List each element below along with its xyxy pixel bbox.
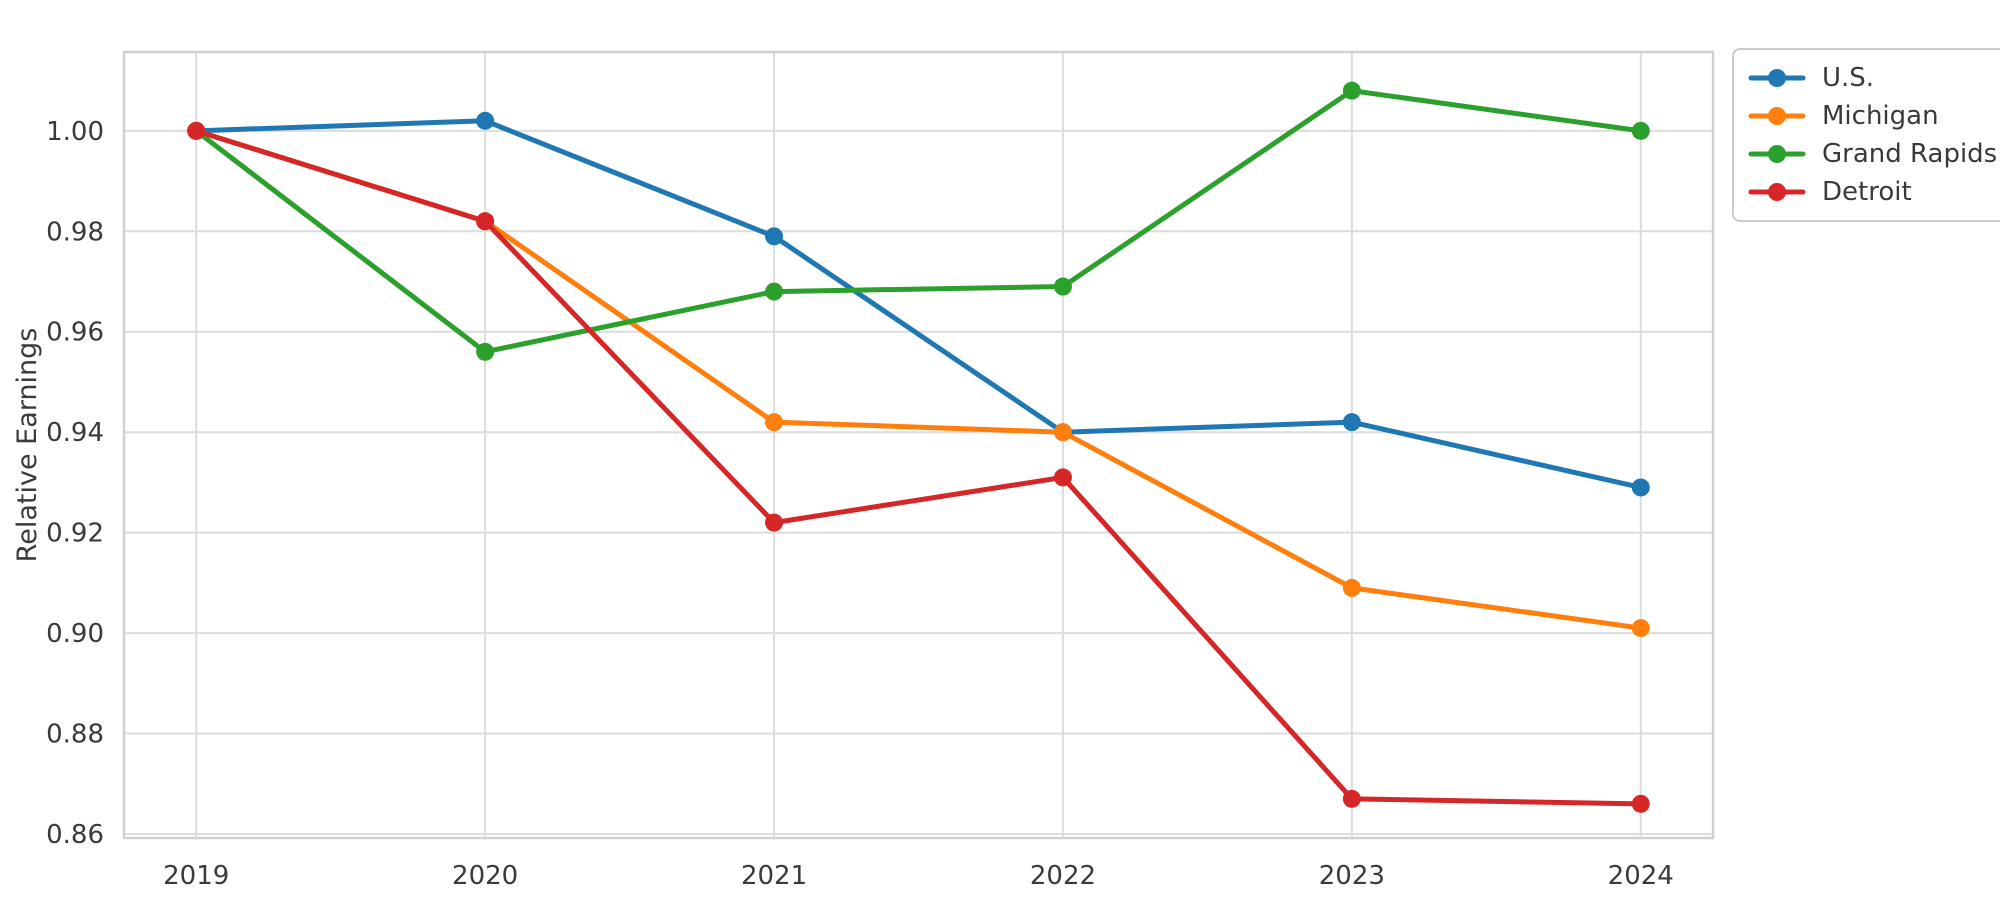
legend-item-label: Detroit <box>1822 177 1912 207</box>
legend-item: Detroit <box>1748 173 1997 211</box>
legend: U.S. Michigan Grand Rapids Detroit <box>1732 48 2000 222</box>
plot-area <box>124 52 1713 838</box>
data-point-u-s <box>476 111 495 130</box>
legend-line-marker-icon <box>1748 145 1806 163</box>
legend-item-label: U.S. <box>1822 63 1875 93</box>
legend-item: Grand Rapids <box>1748 135 1997 173</box>
y-tick-label: 0.98 <box>46 217 104 247</box>
x-tick-label: 2021 <box>741 861 807 891</box>
y-tick-label: 0.94 <box>46 418 104 448</box>
series-line-grand-rapids <box>193 88 1644 355</box>
data-point-michigan <box>765 413 784 432</box>
x-tick-label: 2019 <box>163 861 229 891</box>
y-tick-label: 0.86 <box>46 820 104 850</box>
series-line-u-s <box>193 118 1644 490</box>
legend-line-marker-icon <box>1748 183 1806 201</box>
data-point-u-s <box>1631 478 1650 497</box>
x-tick-label: 2023 <box>1319 861 1385 891</box>
y-tick-label: 0.96 <box>46 318 104 348</box>
data-point-grand-rapids <box>1053 277 1072 296</box>
legend-line-marker-icon <box>1748 69 1806 87</box>
series-line-detroit <box>193 128 1644 807</box>
legend-item: U.S. <box>1748 59 1997 97</box>
y-tick-label: 0.90 <box>46 619 104 649</box>
x-tick-label: 2022 <box>1030 861 1096 891</box>
data-point-detroit <box>187 121 206 140</box>
data-point-detroit <box>765 513 784 532</box>
data-point-michigan <box>1342 578 1361 597</box>
y-tick-label: 0.92 <box>46 519 104 549</box>
x-tick-label: 2024 <box>1608 861 1674 891</box>
data-point-u-s <box>765 227 784 246</box>
data-point-grand-rapids <box>765 282 784 301</box>
data-point-u-s <box>1342 413 1361 432</box>
data-point-michigan <box>1053 423 1072 442</box>
data-point-michigan <box>1631 619 1650 638</box>
data-point-grand-rapids <box>1631 121 1650 140</box>
legend-item-label: Grand Rapids <box>1822 139 1998 169</box>
data-point-detroit <box>1053 468 1072 487</box>
legend-item: Michigan <box>1748 97 1997 135</box>
y-axis-label: Relative Earnings <box>12 327 43 563</box>
y-tick-label: 1.00 <box>46 117 104 147</box>
legend-line-marker-icon <box>1748 107 1806 125</box>
legend-item-label: Michigan <box>1822 101 1939 131</box>
x-tick-label: 2020 <box>452 861 518 891</box>
data-point-grand-rapids <box>476 342 495 361</box>
axes-spines <box>122 50 1715 840</box>
data-point-detroit <box>1631 794 1650 813</box>
y-tick-label: 0.88 <box>46 720 104 750</box>
data-point-grand-rapids <box>1342 81 1361 100</box>
data-point-detroit <box>1342 789 1361 808</box>
data-point-detroit <box>476 212 495 231</box>
